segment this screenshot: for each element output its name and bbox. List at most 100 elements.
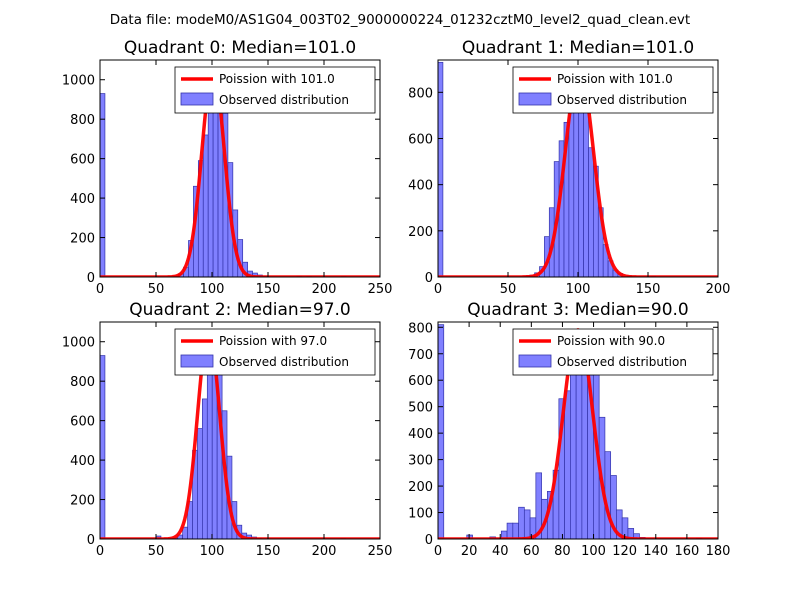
poisson-curve xyxy=(100,330,380,539)
x-tick-label: 200 xyxy=(706,282,731,297)
x-tick-label: 100 xyxy=(200,282,225,297)
x-tick-label: 100 xyxy=(566,282,591,297)
y-tick-label: 100 xyxy=(408,507,433,522)
x-tick-label: 40 xyxy=(492,544,509,559)
y-tick-label: 400 xyxy=(70,454,95,469)
x-tick-label: 200 xyxy=(312,282,337,297)
y-tick-label: 800 xyxy=(408,86,433,101)
histogram-bar xyxy=(100,355,106,539)
y-tick-label: 200 xyxy=(70,232,95,247)
y-tick-label: 300 xyxy=(408,454,433,469)
subplot-quadrant-0: Quadrant 0: Median=101.0 0 50 100 150 200 250 0… xyxy=(62,38,393,297)
histogram-bar xyxy=(506,522,514,539)
legend-label-poisson: Poission with 101.0 xyxy=(219,72,335,86)
x-tick-label: 250 xyxy=(368,544,393,559)
y-tick-label: 200 xyxy=(408,225,433,240)
histogram-bar xyxy=(564,390,571,539)
subplot-quadrant-1: Quadrant 1: Median=101.0 0 50 100 150 200 0 200… xyxy=(408,38,730,297)
y-tick-label: 0 xyxy=(87,271,95,286)
poisson-curve xyxy=(100,67,380,277)
axes-frame xyxy=(99,321,381,540)
histogram-bar xyxy=(512,522,519,539)
legend-hist-swatch xyxy=(518,92,552,106)
y-tick-label: 400 xyxy=(408,427,433,442)
axes-frame xyxy=(437,321,719,540)
x-tick-label: 160 xyxy=(674,544,699,559)
x-tick-label: 140 xyxy=(643,544,668,559)
y-tick-label: 800 xyxy=(408,321,433,336)
y-tick-label: 200 xyxy=(70,494,95,509)
y-tick-label: 1000 xyxy=(62,74,95,89)
legend: Poission with 90.0 Observed distribution xyxy=(512,328,714,376)
y-tick-label: 0 xyxy=(87,533,95,548)
x-tick-label: 0 xyxy=(96,282,104,297)
x-tick-label: 0 xyxy=(434,282,442,297)
histogram-bar xyxy=(438,324,445,539)
legend-hist-swatch xyxy=(180,92,214,106)
x-tick-label: 120 xyxy=(612,544,637,559)
x-tick-label: 150 xyxy=(636,282,661,297)
subplot-title: Quadrant 1: Median=101.0 xyxy=(462,38,694,58)
legend-label-observed: Observed distribution xyxy=(557,355,687,369)
y-tick-label: 0 xyxy=(425,533,433,548)
y-tick-label: 200 xyxy=(408,480,433,495)
histogram-bar xyxy=(197,428,203,539)
subplot-quadrant-3: Quadrant 3: Median=90.0 0 20 40 60 80 100 120 14… xyxy=(408,300,730,559)
x-tick-label: 80 xyxy=(554,544,571,559)
x-tick-label: 100 xyxy=(581,544,606,559)
x-tick-label: 250 xyxy=(368,282,393,297)
y-tick-label: 1000 xyxy=(62,336,95,351)
y-tick-label: 400 xyxy=(408,179,433,194)
x-tick-label: 50 xyxy=(500,282,517,297)
histogram-bar xyxy=(438,61,444,277)
plot-area xyxy=(100,330,380,539)
legend-label-observed: Observed distribution xyxy=(219,355,349,369)
histogram-bar xyxy=(523,509,531,539)
x-tick-label: 180 xyxy=(706,544,731,559)
figure-suptitle: Data file: modeM0/AS1G04_003T02_90000002… xyxy=(110,12,690,28)
legend: Poission with 101.0 Observed distribution xyxy=(512,66,714,114)
x-tick-label: 50 xyxy=(148,282,165,297)
histogram-bar xyxy=(633,533,640,539)
histogram-bar xyxy=(575,348,583,539)
x-tick-label: 20 xyxy=(461,544,478,559)
subplot-quadrant-2: Quadrant 2: Median=97.0 0 50 100 150 200 250 0 2… xyxy=(62,300,393,559)
y-tick-label: 0 xyxy=(425,271,433,286)
legend: Poission with 101.0 Observed distribution xyxy=(174,66,376,114)
y-tick-label: 800 xyxy=(70,113,95,128)
axes-frame xyxy=(99,59,381,278)
legend-hist-swatch xyxy=(518,354,552,368)
histogram-bar xyxy=(100,93,106,277)
y-tick-label: 800 xyxy=(70,375,95,390)
y-tick-label: 500 xyxy=(408,401,433,416)
subplot-title: Quadrant 3: Median=90.0 xyxy=(467,300,689,320)
y-tick-label: 600 xyxy=(70,153,95,168)
legend-label-poisson: Poission with 90.0 xyxy=(557,334,665,348)
x-tick-label: 0 xyxy=(96,544,104,559)
histogram-bar xyxy=(518,506,525,539)
histogram-bar xyxy=(466,534,473,539)
y-tick-label: 600 xyxy=(70,415,95,430)
subplot-title: Quadrant 2: Median=97.0 xyxy=(129,300,351,320)
subplots-grid: Quadrant 0: Median=101.00 50 100 150 200 2500… xyxy=(62,38,731,559)
legend-label-poisson: Poission with 97.0 xyxy=(219,334,327,348)
legend: Poission with 97.0 Observed distribution xyxy=(174,328,376,376)
y-tick-label: 400 xyxy=(70,192,95,207)
y-tick-label: 600 xyxy=(408,132,433,147)
histogram-bar xyxy=(202,134,209,277)
y-tick-label: 700 xyxy=(408,348,433,363)
legend-label-observed: Observed distribution xyxy=(557,93,687,107)
histogram-bar xyxy=(583,110,589,277)
x-tick-label: 50 xyxy=(148,544,165,559)
x-tick-label: 150 xyxy=(256,544,281,559)
subplot-title: Quadrant 0: Median=101.0 xyxy=(124,38,356,58)
x-tick-label: 150 xyxy=(256,282,281,297)
x-tick-label: 60 xyxy=(523,544,540,559)
legend-label-observed: Observed distribution xyxy=(219,93,349,107)
y-tick-label: 600 xyxy=(408,374,433,389)
legend-label-poisson: Poission with 101.0 xyxy=(557,72,673,86)
x-tick-label: 0 xyxy=(434,544,442,559)
x-tick-label: 200 xyxy=(312,544,337,559)
x-tick-label: 100 xyxy=(200,544,225,559)
